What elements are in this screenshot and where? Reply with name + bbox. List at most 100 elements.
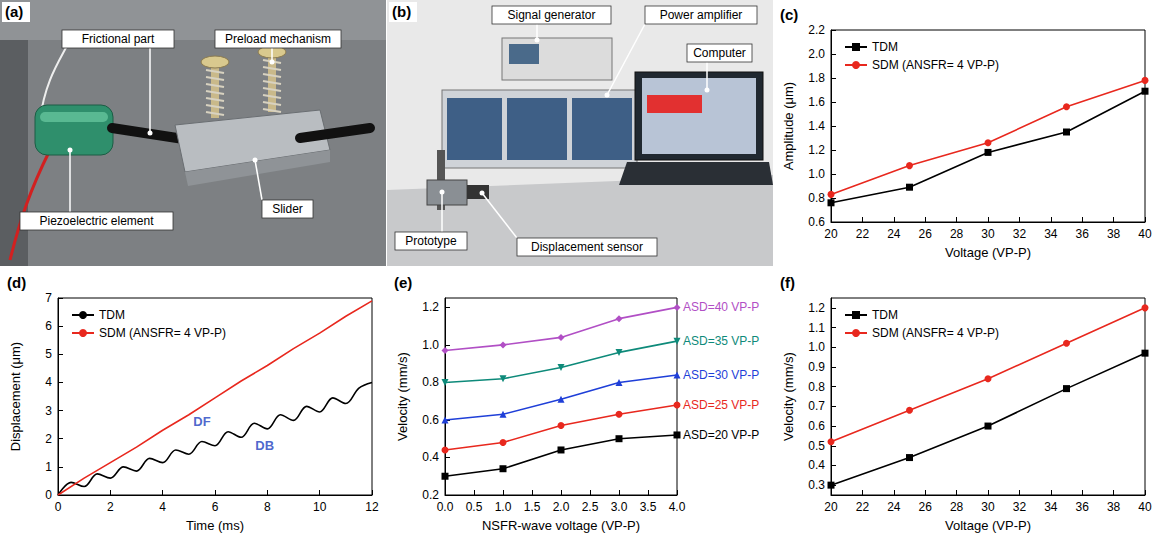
svg-text:ASD=20 VP-P: ASD=20 VP-P xyxy=(683,428,759,442)
svg-text:30: 30 xyxy=(981,500,995,514)
svg-text:0.8: 0.8 xyxy=(808,380,825,394)
svg-text:Piezoelectric element: Piezoelectric element xyxy=(39,214,154,228)
svg-text:1.1: 1.1 xyxy=(808,321,825,335)
svg-text:6: 6 xyxy=(212,500,219,514)
svg-text:5: 5 xyxy=(45,347,52,361)
svg-text:1.2: 1.2 xyxy=(808,143,825,157)
svg-text:Voltage (VP-P): Voltage (VP-P) xyxy=(945,518,1031,533)
svg-text:1: 1 xyxy=(45,460,52,474)
svg-text:40: 40 xyxy=(1138,500,1152,514)
svg-text:22: 22 xyxy=(856,500,870,514)
svg-text:6: 6 xyxy=(45,319,52,333)
svg-text:0.6: 0.6 xyxy=(808,215,825,229)
svg-text:0.8: 0.8 xyxy=(422,375,439,389)
svg-text:Prototype: Prototype xyxy=(405,234,457,248)
svg-text:SDM (ANSFR= 4 VP-P): SDM (ANSFR= 4 VP-P) xyxy=(99,326,226,340)
svg-text:Displacement (μm): Displacement (μm) xyxy=(8,342,23,451)
svg-text:0.6: 0.6 xyxy=(808,419,825,433)
svg-text:4: 4 xyxy=(159,500,166,514)
svg-text:Power amplifier: Power amplifier xyxy=(660,8,743,22)
svg-text:Computer: Computer xyxy=(693,46,746,60)
svg-text:0.3: 0.3 xyxy=(808,478,825,492)
svg-text:Frictional part: Frictional part xyxy=(82,32,155,46)
svg-text:32: 32 xyxy=(1013,227,1027,241)
svg-text:38: 38 xyxy=(1107,227,1121,241)
svg-text:Velocity (mm/s): Velocity (mm/s) xyxy=(781,352,796,441)
svg-text:12: 12 xyxy=(365,500,379,514)
svg-text:Velocity (mm/s): Velocity (mm/s) xyxy=(395,352,410,441)
svg-text:20: 20 xyxy=(824,500,838,514)
svg-text:38: 38 xyxy=(1107,500,1121,514)
svg-text:2.0: 2.0 xyxy=(553,500,570,514)
svg-text:1.0: 1.0 xyxy=(422,338,439,352)
svg-text:0.8: 0.8 xyxy=(808,191,825,205)
svg-text:30: 30 xyxy=(981,227,995,241)
svg-text:1.0: 1.0 xyxy=(808,167,825,181)
svg-text:Slider: Slider xyxy=(272,202,303,216)
svg-text:0.6: 0.6 xyxy=(422,413,439,427)
svg-text:0.4: 0.4 xyxy=(422,450,439,464)
svg-text:1.4: 1.4 xyxy=(808,119,825,133)
svg-text:40: 40 xyxy=(1138,227,1152,241)
svg-text:0.4: 0.4 xyxy=(808,458,825,472)
svg-text:2: 2 xyxy=(107,500,114,514)
svg-text:28: 28 xyxy=(950,227,964,241)
svg-text:1.0: 1.0 xyxy=(808,340,825,354)
svg-text:Amplitude (μm): Amplitude (μm) xyxy=(781,82,796,170)
svg-text:(c): (c) xyxy=(780,6,798,23)
svg-text:NSFR-wave voltage (VP-P): NSFR-wave voltage (VP-P) xyxy=(482,518,640,533)
svg-text:4.0: 4.0 xyxy=(669,500,686,514)
svg-text:36: 36 xyxy=(1076,500,1090,514)
svg-text:26: 26 xyxy=(919,227,933,241)
svg-text:0.5: 0.5 xyxy=(466,500,483,514)
svg-text:DF: DF xyxy=(193,414,210,429)
svg-text:24: 24 xyxy=(887,227,901,241)
svg-text:24: 24 xyxy=(887,500,901,514)
svg-text:0.9: 0.9 xyxy=(808,360,825,374)
svg-text:7: 7 xyxy=(45,291,52,305)
svg-text:34: 34 xyxy=(1044,227,1058,241)
svg-text:2.5: 2.5 xyxy=(582,500,599,514)
svg-text:1.5: 1.5 xyxy=(524,500,541,514)
svg-text:1.6: 1.6 xyxy=(808,95,825,109)
svg-text:SDM (ANSFR= 4 VP-P): SDM (ANSFR= 4 VP-P) xyxy=(872,326,999,340)
svg-text:TDM: TDM xyxy=(872,40,898,54)
svg-text:(e): (e) xyxy=(394,274,412,291)
svg-text:(a): (a) xyxy=(5,3,23,20)
svg-text:Displacement sensor: Displacement sensor xyxy=(531,240,643,254)
svg-text:1.2: 1.2 xyxy=(808,301,825,315)
svg-text:DB: DB xyxy=(255,438,274,453)
svg-text:0.7: 0.7 xyxy=(808,399,825,413)
svg-text:1.2: 1.2 xyxy=(422,300,439,314)
svg-text:4: 4 xyxy=(45,375,52,389)
svg-text:1.0: 1.0 xyxy=(495,500,512,514)
svg-text:Voltage (VP-P): Voltage (VP-P) xyxy=(945,245,1031,260)
svg-text:3.5: 3.5 xyxy=(640,500,657,514)
svg-text:ASD=30 VP-P: ASD=30 VP-P xyxy=(683,368,759,382)
svg-text:ASD=40 VP-P: ASD=40 VP-P xyxy=(683,300,759,314)
svg-text:0: 0 xyxy=(55,500,62,514)
svg-text:3.0: 3.0 xyxy=(611,500,628,514)
svg-text:34: 34 xyxy=(1044,500,1058,514)
svg-text:22: 22 xyxy=(856,227,870,241)
svg-text:SDM (ANSFR= 4 VP-P): SDM (ANSFR= 4 VP-P) xyxy=(872,58,999,72)
svg-text:TDM: TDM xyxy=(872,308,898,322)
svg-text:2.2: 2.2 xyxy=(808,23,825,37)
svg-text:(f): (f) xyxy=(780,274,795,291)
svg-text:Signal generator: Signal generator xyxy=(507,8,595,22)
svg-text:28: 28 xyxy=(950,500,964,514)
svg-text:26: 26 xyxy=(919,500,933,514)
svg-text:10: 10 xyxy=(313,500,327,514)
svg-text:ASD=25 VP-P: ASD=25 VP-P xyxy=(683,398,759,412)
svg-text:8: 8 xyxy=(264,500,271,514)
svg-text:(b): (b) xyxy=(392,3,411,20)
svg-text:2.0: 2.0 xyxy=(808,47,825,61)
svg-text:Preload mechanism: Preload mechanism xyxy=(225,32,331,46)
svg-text:20: 20 xyxy=(824,227,838,241)
svg-text:TDM: TDM xyxy=(99,308,125,322)
svg-text:1.8: 1.8 xyxy=(808,71,825,85)
svg-text:ASD=35 VP-P: ASD=35 VP-P xyxy=(683,334,759,348)
svg-text:36: 36 xyxy=(1076,227,1090,241)
svg-text:32: 32 xyxy=(1013,500,1027,514)
svg-text:3: 3 xyxy=(45,404,52,418)
